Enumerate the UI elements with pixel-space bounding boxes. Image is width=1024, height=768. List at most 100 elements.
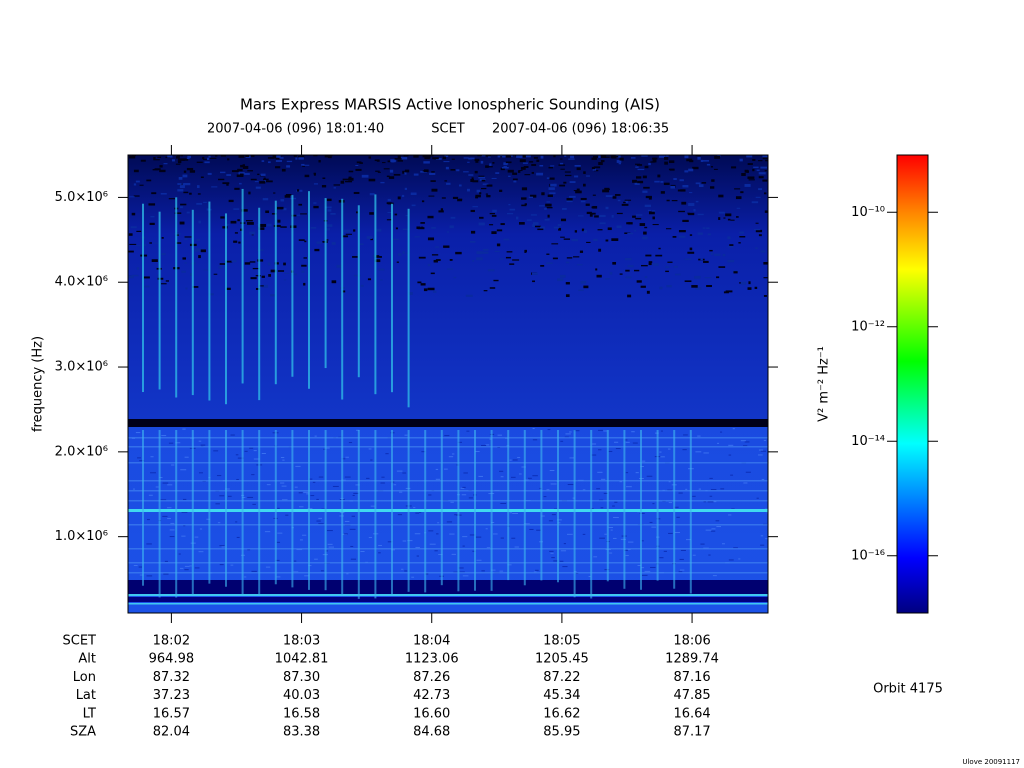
noise [443, 468, 448, 470]
noise [237, 457, 244, 459]
noise [280, 226, 287, 228]
noise [547, 214, 550, 218]
noise [727, 236, 731, 240]
noise [135, 244, 141, 247]
noise [430, 180, 436, 182]
noise [265, 566, 271, 568]
noise [582, 533, 586, 535]
noise [167, 155, 173, 158]
noise [689, 247, 693, 251]
streak [208, 430, 211, 584]
noise [688, 168, 694, 172]
noise [351, 515, 355, 517]
noise [499, 258, 504, 260]
noise [697, 213, 704, 216]
ephemeris-value: 87.32 [153, 670, 190, 685]
streak [557, 430, 559, 583]
noise [420, 226, 424, 228]
noise [282, 459, 285, 461]
noise [651, 210, 656, 212]
streak [689, 430, 692, 594]
noise [639, 223, 646, 226]
noise [549, 177, 555, 180]
streak [241, 188, 244, 384]
ephemeris-value: 87.17 [673, 725, 710, 740]
noise [435, 158, 442, 160]
noise [605, 239, 609, 242]
noise [710, 166, 714, 168]
noise [532, 224, 535, 228]
noise [355, 168, 362, 171]
noise [427, 287, 435, 291]
noise [400, 157, 408, 160]
noise [550, 552, 554, 554]
noise [706, 163, 711, 166]
noise [413, 173, 419, 176]
noise [640, 466, 644, 468]
noise [443, 245, 450, 248]
noise [564, 155, 567, 157]
noise [280, 482, 285, 484]
noise [728, 444, 734, 446]
noise [313, 202, 317, 204]
noise [550, 183, 557, 187]
noise [760, 166, 767, 169]
noise [231, 260, 237, 263]
noise [740, 440, 746, 442]
noise [132, 488, 136, 490]
end-time: 2007-04-06 (096) 18:06:35 [492, 122, 669, 137]
noise [735, 196, 742, 200]
noise [314, 435, 317, 437]
noise [558, 164, 566, 166]
noise [225, 488, 230, 490]
noise [742, 445, 748, 447]
noise [244, 262, 251, 265]
ephemeris-value: 42.73 [413, 688, 450, 703]
noise [635, 472, 639, 474]
noise [387, 202, 394, 205]
noise [282, 499, 288, 501]
noise [591, 454, 597, 456]
noise [570, 155, 575, 159]
row-label: Lat [76, 688, 96, 703]
noise [574, 164, 581, 167]
noise [580, 197, 587, 200]
noise [491, 569, 496, 571]
noise [244, 450, 248, 452]
noise [428, 155, 434, 157]
noise [370, 505, 375, 507]
noise [326, 224, 333, 227]
plot-frame [127, 154, 769, 614]
noise [266, 484, 271, 486]
noise [352, 256, 358, 258]
noise [480, 160, 484, 164]
noise [604, 188, 610, 191]
noise [648, 163, 651, 166]
noise [281, 485, 287, 487]
noise [325, 447, 330, 449]
noise [144, 285, 150, 288]
noise [663, 182, 670, 186]
noise [252, 503, 256, 505]
noise [686, 539, 692, 541]
noise [565, 433, 571, 435]
noise [560, 158, 563, 160]
noise [182, 174, 188, 178]
noise [574, 175, 579, 178]
noise [296, 189, 300, 192]
noise [577, 215, 584, 217]
noise [277, 270, 285, 272]
noise [325, 228, 331, 231]
noise [623, 201, 626, 204]
noise [651, 526, 657, 528]
noise [467, 161, 470, 163]
noise [593, 156, 599, 158]
noise [440, 208, 444, 212]
noise [609, 271, 613, 275]
noise [376, 159, 380, 162]
noise [518, 170, 523, 172]
noise [598, 449, 602, 451]
noise [756, 169, 760, 172]
streak [324, 430, 327, 591]
noise [198, 440, 202, 442]
